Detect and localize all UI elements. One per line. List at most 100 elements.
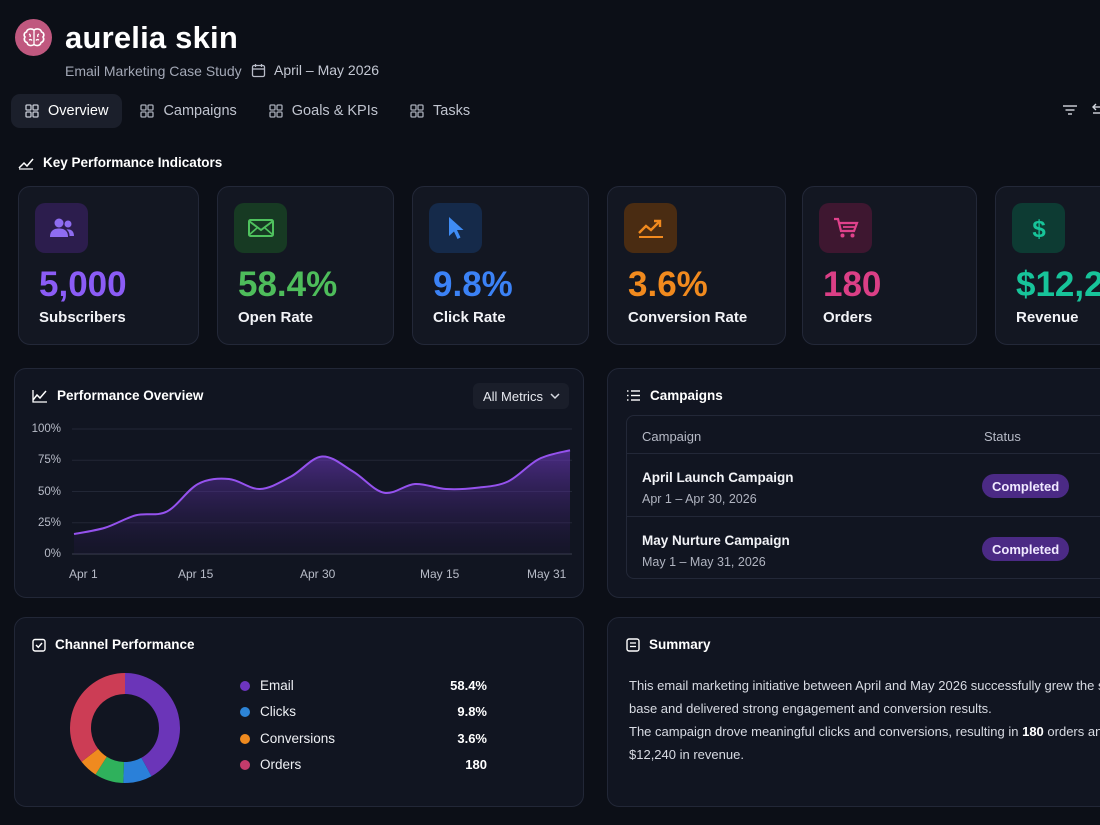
- legend-swatch: [240, 707, 250, 718]
- summary-line: The campaign drove meaningful clicks and…: [629, 720, 1100, 743]
- cart-icon: [833, 217, 859, 238]
- grid-icon: [140, 104, 155, 118]
- chart-series-line: [73, 449, 571, 535]
- donut-segment: [70, 673, 125, 762]
- kpi-card-conversion-rate: 3.6% Conversion Rate: [607, 186, 786, 345]
- kpi-label: Open Rate: [238, 309, 314, 326]
- channel-panel: Channel Performance Email 58.4% Clicks 9…: [14, 617, 584, 807]
- x-tick-label: Apr 1: [69, 567, 98, 581]
- kpi-card-click-rate: 9.8% Click Rate: [412, 186, 589, 345]
- dollar-icon: $: [1032, 216, 1046, 242]
- kpi-label: Revenue: [1016, 309, 1079, 326]
- channel-title: Channel Performance: [32, 637, 195, 652]
- filter-icon[interactable]: [1062, 103, 1078, 117]
- metrics-dropdown[interactable]: All Metrics: [473, 383, 569, 409]
- sort-icon[interactable]: [1092, 103, 1100, 117]
- tab-label: Tasks: [433, 103, 471, 119]
- column-header-campaign: Campaign: [642, 429, 702, 444]
- header-actions: [1062, 103, 1100, 117]
- legend-label: Conversions: [260, 730, 336, 746]
- campaign-name: May Nurture Campaign: [642, 533, 790, 548]
- summary-text-span: The campaign drove meaningful clicks and…: [629, 724, 1023, 739]
- date-range-text: April – May 2026: [274, 62, 380, 78]
- kpi-card-orders: 180 Orders: [802, 186, 977, 345]
- main-tabs: Overview Campaigns Goals & KPIs Tasks: [11, 94, 484, 128]
- column-header-status: Status: [984, 429, 1021, 444]
- summary-orders-count: 180: [1022, 724, 1044, 739]
- summary-body: This email marketing initiative between …: [629, 674, 1100, 766]
- summary-text-span: orders and: [1047, 724, 1100, 739]
- y-tick-label: 100%: [31, 423, 61, 435]
- donut-segment: [125, 673, 180, 777]
- tab-overview[interactable]: Overview: [11, 94, 123, 128]
- mail-icon: [247, 219, 274, 237]
- kpi-label: Orders: [823, 309, 873, 326]
- campaigns-table: Campaign Status April Launch Campaign Ap…: [626, 415, 1100, 579]
- summary-line: base and delivered strong engagement and…: [629, 701, 992, 716]
- performance-area-chart: [72, 428, 572, 555]
- brand-logo: [15, 19, 52, 56]
- document-icon: [626, 637, 640, 652]
- legend-swatch: [240, 733, 250, 744]
- chevron-down-icon: [550, 392, 560, 399]
- kpi-value: 3.6%: [628, 265, 708, 304]
- legend-item-email: Email 58.4%: [237, 676, 487, 702]
- tab-label: Goals & KPIs: [291, 103, 379, 119]
- kpi-value: 180: [823, 265, 882, 304]
- kpi-label: Click Rate: [433, 309, 506, 326]
- grid-icon: [410, 104, 424, 118]
- grid-icon: [269, 104, 283, 118]
- legend-label: Clicks: [260, 704, 296, 720]
- legend-item-conversions: Conversions 3.6%: [237, 729, 487, 755]
- legend-value: 58.4%: [450, 678, 487, 693]
- tab-label: Overview: [48, 103, 109, 119]
- tab-campaigns[interactable]: Campaigns: [126, 94, 250, 128]
- legend-label: Orders: [260, 756, 302, 772]
- tab-label: Campaigns: [163, 103, 237, 119]
- x-tick-label: May 31: [527, 567, 567, 581]
- legend-item-clicks: Clicks 9.8%: [237, 702, 487, 728]
- metrics-dropdown-value: All Metrics: [483, 388, 543, 404]
- tab-goals-kpis[interactable]: Goals & KPIs: [255, 94, 392, 128]
- legend-value: 3.6%: [457, 730, 487, 746]
- trend-line-icon: [18, 158, 34, 170]
- status-badge: Completed: [982, 474, 1070, 498]
- summary-title: Summary: [626, 637, 711, 652]
- table-row[interactable]: May Nurture Campaign May 1 – May 31, 202…: [627, 517, 1100, 580]
- campaign-dates: May 1 – May 31, 2026: [642, 555, 766, 569]
- summary-panel: Summary This email marketing initiative …: [607, 617, 1100, 807]
- kpi-value: 9.8%: [433, 265, 513, 304]
- y-tick-label: 25%: [37, 517, 61, 529]
- kpi-value: 58.4%: [238, 265, 338, 304]
- campaigns-title: Campaigns: [626, 388, 723, 403]
- kpi-icon-tile: [624, 203, 677, 253]
- kpi-value: $12,2: [1016, 265, 1100, 304]
- kpi-value: 5,000: [39, 265, 127, 304]
- kpi-icon-tile: [234, 203, 287, 253]
- channel-legend: Email 58.4% Clicks 9.8% Conversions 3.6%…: [237, 676, 487, 781]
- legend-value: 9.8%: [457, 704, 487, 720]
- calendar-icon: [251, 63, 266, 77]
- kpi-card-subscribers: 5,000 Subscribers: [18, 186, 199, 345]
- summary-title-text: Summary: [649, 637, 711, 652]
- date-range: April – May 2026: [251, 62, 379, 78]
- status-badge: Completed: [982, 537, 1070, 561]
- donut-segment: [95, 756, 124, 783]
- y-tick-label: 0%: [44, 548, 61, 560]
- check-square-icon: [32, 638, 46, 652]
- legend-swatch: [240, 759, 250, 770]
- summary-line: $12,240 in revenue.: [629, 747, 744, 762]
- kpi-card-open-rate: 58.4% Open Rate: [217, 186, 394, 345]
- page-subtitle: Email Marketing Case Study: [65, 63, 242, 79]
- kpi-icon-tile: [35, 203, 88, 253]
- performance-title: Performance Overview: [32, 388, 203, 403]
- kpi-icon-tile: [429, 203, 482, 253]
- list-icon: [627, 390, 640, 401]
- x-tick-label: May 15: [420, 567, 460, 581]
- tab-tasks[interactable]: Tasks: [396, 94, 484, 128]
- x-tick-label: Apr 15: [178, 567, 214, 581]
- campaign-dates: Apr 1 – Apr 30, 2026: [642, 492, 757, 506]
- table-row[interactable]: April Launch Campaign Apr 1 – Apr 30, 20…: [627, 454, 1100, 517]
- cursor-icon: [448, 217, 463, 239]
- campaigns-title-text: Campaigns: [650, 388, 723, 403]
